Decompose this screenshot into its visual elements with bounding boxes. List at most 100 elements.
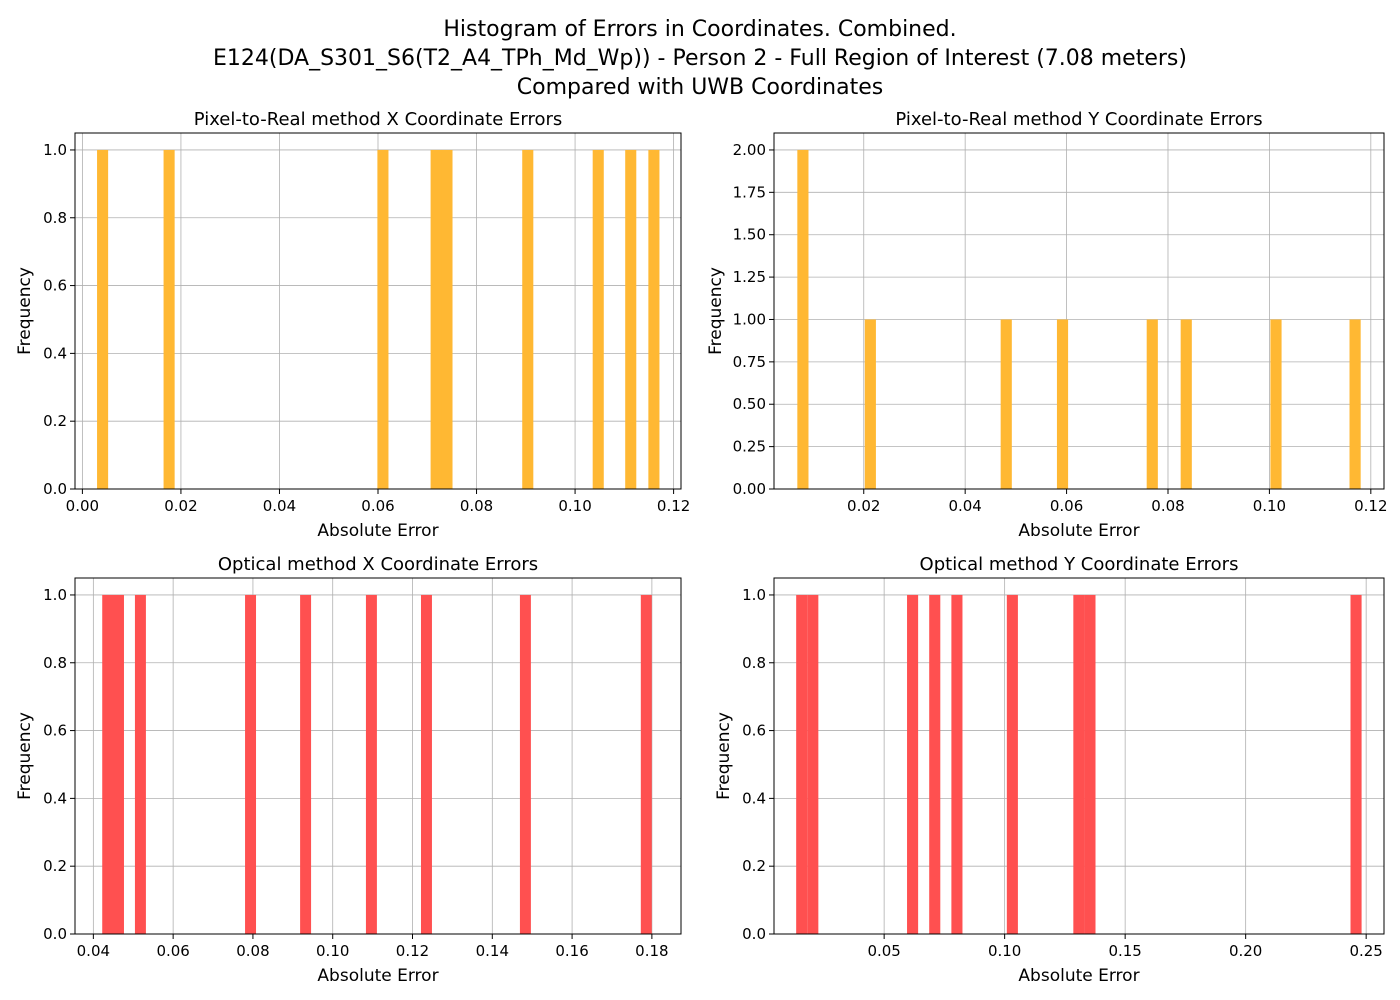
y-tick-label: 0.75	[733, 353, 766, 371]
y-tick-label: 0.6	[43, 277, 67, 295]
histogram-bar	[430, 149, 442, 489]
histogram-bar	[640, 594, 652, 934]
y-tick-label: 0.00	[733, 480, 766, 498]
y-tick-label: 1.0	[43, 141, 67, 159]
y-tick-label: 1.25	[733, 268, 766, 286]
histogram-bar	[420, 594, 432, 934]
histogram-bar	[1084, 594, 1096, 934]
y-tick-label: 0.4	[43, 344, 67, 362]
plot-frame	[773, 132, 1385, 490]
histogram-bar	[97, 149, 109, 489]
x-tick-label: 0.10	[558, 497, 591, 515]
histogram-bar	[864, 319, 876, 489]
histogram-bar	[441, 149, 453, 489]
subplot-title: Optical method X Coordinate Errors	[218, 554, 538, 575]
x-tick-label: 0.00	[66, 497, 99, 515]
histogram-bar	[807, 594, 819, 934]
x-tick-label: 0.12	[657, 497, 690, 515]
plot-frame	[74, 577, 682, 935]
histogram-bar	[377, 149, 389, 489]
histogram-bar	[797, 149, 809, 489]
y-tick-label: 1.0	[742, 586, 766, 604]
x-tick-label: 0.20	[1229, 942, 1262, 960]
y-tick-label: 1.75	[733, 183, 766, 201]
x-tick-label: 0.02	[847, 497, 880, 515]
y-axis-label: Frequency	[15, 267, 35, 355]
plot-frame	[773, 577, 1385, 935]
y-tick-label: 1.00	[733, 310, 766, 328]
x-tick-label: 0.02	[164, 497, 197, 515]
x-tick-label: 0.25	[1349, 942, 1382, 960]
histogram-bar	[951, 594, 963, 934]
x-tick-label: 0.06	[1050, 497, 1083, 515]
histogram-bar	[102, 594, 114, 934]
x-tick-label: 0.06	[361, 497, 394, 515]
y-tick-label: 0.8	[43, 209, 67, 227]
histogram-bar	[1270, 319, 1282, 489]
x-tick-label: 0.06	[156, 942, 189, 960]
y-tick-label: 0.0	[742, 925, 766, 943]
x-tick-label: 0.04	[263, 497, 296, 515]
histogram-bar	[1000, 319, 1012, 489]
x-tick-label: 0.08	[236, 942, 269, 960]
y-tick-label: 0.8	[43, 654, 67, 672]
histogram-bar	[1006, 594, 1018, 934]
subplot-title: Pixel-to-Real method X Coordinate Errors	[194, 109, 563, 130]
y-tick-label: 0.2	[742, 857, 766, 875]
y-tick-label: 0.8	[742, 654, 766, 672]
histogram-bar	[1350, 594, 1362, 934]
histogram-bar	[134, 594, 146, 934]
x-tick-label: 0.08	[1151, 497, 1184, 515]
x-tick-label: 0.12	[1354, 497, 1387, 515]
y-tick-label: 0.6	[742, 722, 766, 740]
histogram-bar	[1073, 594, 1085, 934]
x-tick-label: 0.10	[316, 942, 349, 960]
figure-title-line-3: Compared with UWB Coordinates	[516, 75, 884, 100]
y-tick-label: 0.50	[733, 395, 766, 413]
y-tick-label: 0.0	[43, 480, 67, 498]
histogram-bar	[648, 149, 660, 489]
y-axis-label: Frequency	[714, 712, 734, 800]
x-tick-label: 0.14	[476, 942, 509, 960]
y-tick-label: 1.50	[733, 226, 766, 244]
histogram-bar	[522, 149, 534, 489]
histogram-bar	[1056, 319, 1069, 489]
y-tick-label: 0.2	[43, 857, 67, 875]
x-axis-label: Absolute Error	[1018, 966, 1139, 986]
subplot-title: Optical method Y Coordinate Errors	[920, 554, 1239, 575]
x-tick-label: 0.05	[867, 942, 900, 960]
histogram-bar	[112, 594, 124, 934]
subplot-1: 0.00 0.02 0.04 0.06 0.08 0.10 0.12 0.0 0.2 0.4 0.6…	[15, 109, 690, 541]
histogram-bar	[300, 594, 312, 934]
y-tick-label: 1.0	[43, 586, 67, 604]
histogram-bar	[245, 594, 257, 934]
x-axis-label: Absolute Error	[1018, 521, 1139, 541]
x-tick-label: 0.15	[1108, 942, 1141, 960]
histogram-bar	[796, 594, 808, 934]
x-tick-label: 0.18	[635, 942, 668, 960]
x-tick-label: 0.16	[555, 942, 588, 960]
y-axis-label: Frequency	[15, 712, 35, 800]
x-tick-label: 0.10	[1253, 497, 1286, 515]
y-tick-label: 0.4	[43, 789, 67, 807]
y-tick-label: 0.2	[43, 412, 67, 430]
histogram-bar	[519, 594, 531, 934]
subplot-2: 0.02 0.04 0.06 0.08 0.10 0.12 0.00 0.25 0.50 0.75…	[706, 109, 1388, 541]
histogram-bar	[365, 594, 377, 934]
subplot-4: 0.05 0.10 0.15 0.20 0.25 0.0 0.2 0.4 0.6 0.8 1.0 Op…	[714, 554, 1385, 986]
y-tick-label: 0.4	[742, 789, 766, 807]
x-tick-label: 0.04	[948, 497, 981, 515]
histogram-bar	[592, 149, 604, 489]
y-tick-label: 2.00	[733, 141, 766, 159]
histogram-bar	[1349, 319, 1361, 489]
histogram-bar	[907, 594, 919, 934]
y-tick-label: 0.0	[43, 925, 67, 943]
x-axis-label: Absolute Error	[317, 966, 438, 986]
y-tick-label: 0.6	[43, 722, 67, 740]
subplot-title: Pixel-to-Real method Y Coordinate Errors	[895, 109, 1262, 130]
x-tick-label: 0.10	[988, 942, 1021, 960]
histogram-bar	[1180, 319, 1192, 489]
x-tick-label: 0.08	[460, 497, 493, 515]
x-tick-label: 0.04	[77, 942, 110, 960]
